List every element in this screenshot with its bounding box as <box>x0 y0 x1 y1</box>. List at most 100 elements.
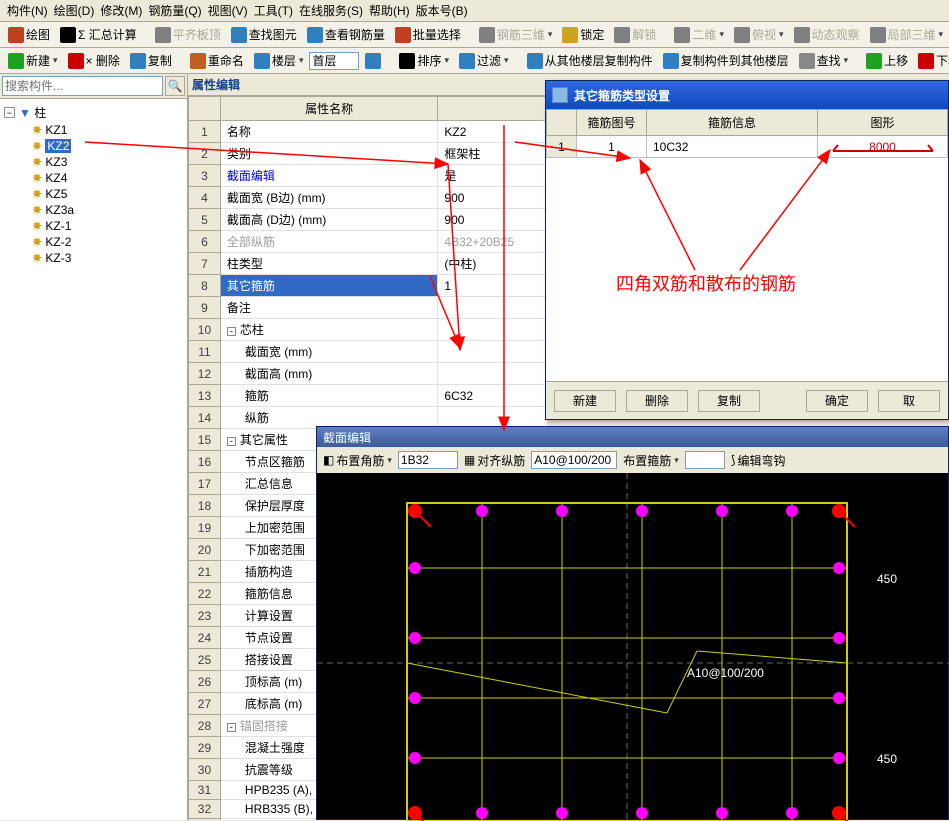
component-icon: ✸ <box>32 139 42 153</box>
toolbar-button[interactable]: × 删除 <box>64 51 124 70</box>
tree-item[interactable]: ✸ KZ5 <box>4 186 183 202</box>
table-row[interactable]: 1 1 10C32 8000 <box>547 136 948 158</box>
toolbar-icon <box>799 53 815 69</box>
tree-item[interactable]: ✸ KZ-1 <box>4 218 183 234</box>
property-row[interactable]: 2类别框架柱 <box>189 143 548 165</box>
toolbar-button[interactable]: 二维▾ <box>670 25 728 44</box>
search-input[interactable] <box>2 76 163 96</box>
property-row[interactable]: 8其它箍筋1 <box>189 275 548 297</box>
bend-hook-button[interactable]: ⟆ 编辑弯钩 <box>727 451 790 470</box>
svg-text:A10@100/200: A10@100/200 <box>687 666 764 680</box>
tree-item[interactable]: ✸ KZ1 <box>4 122 183 138</box>
toolbar-button[interactable]: 从其他楼层复制构件 <box>523 51 657 70</box>
property-row[interactable]: 11截面宽 (mm) <box>189 341 548 363</box>
tree-item[interactable]: ✸ KZ-2 <box>4 234 183 250</box>
tree-item[interactable]: ✸ KZ3 <box>4 154 183 170</box>
section-editor-toolbar: ◧ 布置角筋▾ ▦ 对齐纵筋 布置箍筋▾ ⟆ 编辑弯钩 <box>317 447 948 473</box>
tree-item-label: KZ2 <box>45 139 71 153</box>
menu-item[interactable]: 视图(V) <box>205 0 251 21</box>
dialog-title: 其它箍筋类型设置 <box>574 87 670 104</box>
section-canvas[interactable]: 450450A10@100/200 <box>317 473 948 819</box>
property-row[interactable]: 1名称KZ2 <box>189 121 548 143</box>
delete-button[interactable]: 删除 <box>626 390 688 412</box>
component-icon: ✸ <box>32 123 42 137</box>
toolbar-icon <box>231 27 247 43</box>
menu-item[interactable]: 帮助(H) <box>366 0 413 21</box>
toolbar-button[interactable]: 查看钢筋量 <box>303 25 389 44</box>
floor-input[interactable] <box>309 52 359 70</box>
toolbar-button[interactable] <box>361 52 385 70</box>
toolbar-button[interactable]: 复制构件到其他楼层 <box>659 51 793 70</box>
toolbar-button[interactable]: Σ 汇总计算 <box>56 25 141 44</box>
stirrup-input[interactable] <box>685 451 725 469</box>
menu-item[interactable]: 版本号(B) <box>413 0 471 21</box>
component-icon: ✸ <box>32 187 42 201</box>
toolbar-icon <box>60 27 76 43</box>
toolbar-icon <box>307 27 323 43</box>
toolbar-button[interactable]: 查找▾ <box>795 51 853 70</box>
toolbar-button[interactable]: 局部三维▾ <box>866 25 948 44</box>
property-row[interactable]: 6全部纵筋4B32+20B25 <box>189 231 548 253</box>
corner-rebar-button[interactable]: ◧ 布置角筋▾ <box>319 451 396 470</box>
toolbar-button[interactable]: 重命名 <box>186 51 248 70</box>
menu-item[interactable]: 构件(N) <box>4 0 51 21</box>
property-row[interactable]: 13箍筋6C32 <box>189 385 548 407</box>
align-rebar-input[interactable] <box>531 451 617 469</box>
toolbar-button[interactable]: 解锁 <box>610 25 660 44</box>
stirrup-button[interactable]: 布置箍筋▾ <box>619 451 683 470</box>
tree-item[interactable]: ✸ KZ2 <box>4 138 183 154</box>
toolbar-icon <box>614 27 630 43</box>
tree-item[interactable]: ✸ KZ4 <box>4 170 183 186</box>
toolbar-button[interactable]: 动态观察 <box>790 25 864 44</box>
menu-item[interactable]: 工具(T) <box>251 0 296 21</box>
toolbar-button[interactable]: 批量选择 <box>391 25 465 44</box>
component-icon: ✸ <box>32 203 42 217</box>
property-row[interactable]: 12截面高 (mm) <box>189 363 548 385</box>
toolbar-button[interactable]: 锁定 <box>558 25 608 44</box>
property-row[interactable]: 5截面高 (D边) (mm)900 <box>189 209 548 231</box>
copy-button[interactable]: 复制 <box>698 390 760 412</box>
toolbar-button[interactable]: 过滤▾ <box>455 51 513 70</box>
search-bar: 🔍 <box>0 74 187 99</box>
toolbar-1: 绘图Σ 汇总计算平齐板顶查找图元查看钢筋量批量选择钢筋三维▾锁定解锁二维▾俯视▾… <box>0 22 949 48</box>
toolbar-button[interactable]: 绘图 <box>4 25 54 44</box>
menu-bar: 构件(N) 绘图(D) 修改(M) 钢筋量(Q) 视图(V) 工具(T) 在线服… <box>0 0 949 22</box>
property-row[interactable]: 3截面编辑是 <box>189 165 548 187</box>
menu-item[interactable]: 修改(M) <box>97 0 145 21</box>
corner-rebar-input[interactable] <box>398 451 458 469</box>
toolbar-button[interactable]: 查找图元 <box>227 25 301 44</box>
tree-root-label: 柱 <box>34 104 46 121</box>
toolbar-button[interactable]: 钢筋三维▾ <box>475 25 557 44</box>
tree-item[interactable]: ✸ KZ3a <box>4 202 183 218</box>
dialog-titlebar: 其它箍筋类型设置 <box>546 81 948 109</box>
toolbar-button[interactable]: 复制 <box>126 51 176 70</box>
section-editor-title: 截面编辑 <box>317 427 948 447</box>
dialog-grid: 箍筋图号 箍筋信息 图形 1 1 10C32 8000 <box>546 109 948 158</box>
ok-button[interactable]: 确定 <box>806 390 868 412</box>
menu-item[interactable]: 绘图(D) <box>51 0 98 21</box>
toolbar-button[interactable]: 平齐板顶 <box>151 25 225 44</box>
search-button[interactable]: 🔍 <box>165 76 185 96</box>
property-row[interactable]: 10-芯柱 <box>189 319 548 341</box>
cancel-button[interactable]: 取 <box>878 390 940 412</box>
tree-root[interactable]: − ▼ 柱 <box>4 103 183 122</box>
toolbar-button[interactable]: 上移 <box>862 51 912 70</box>
left-panel: 🔍 − ▼ 柱 ✸ KZ1✸ KZ2✸ KZ3✸ KZ4✸ KZ5✸ KZ3a✸… <box>0 74 188 820</box>
search-icon: 🔍 <box>168 79 183 93</box>
toolbar-button[interactable]: 排序▾ <box>395 51 453 70</box>
toolbar-button[interactable]: 楼层▾ <box>250 51 308 70</box>
property-row[interactable]: 9备注 <box>189 297 548 319</box>
menu-item[interactable]: 钢筋量(Q) <box>145 0 204 21</box>
new-button[interactable]: 新建 <box>554 390 616 412</box>
toolbar-icon <box>459 53 475 69</box>
toolbar-button[interactable]: 俯视▾ <box>730 25 788 44</box>
collapse-icon[interactable]: − <box>4 107 15 118</box>
toolbar-button[interactable]: 新建▾ <box>4 51 62 70</box>
property-row[interactable]: 7柱类型(中柱) <box>189 253 548 275</box>
align-rebar-button[interactable]: ▦ 对齐纵筋 <box>460 451 529 470</box>
toolbar-button[interactable]: 下移 <box>914 51 949 70</box>
toolbar-icon <box>190 53 206 69</box>
property-row[interactable]: 4截面宽 (B边) (mm)900 <box>189 187 548 209</box>
tree-item[interactable]: ✸ KZ-3 <box>4 250 183 266</box>
menu-item[interactable]: 在线服务(S) <box>296 0 366 21</box>
